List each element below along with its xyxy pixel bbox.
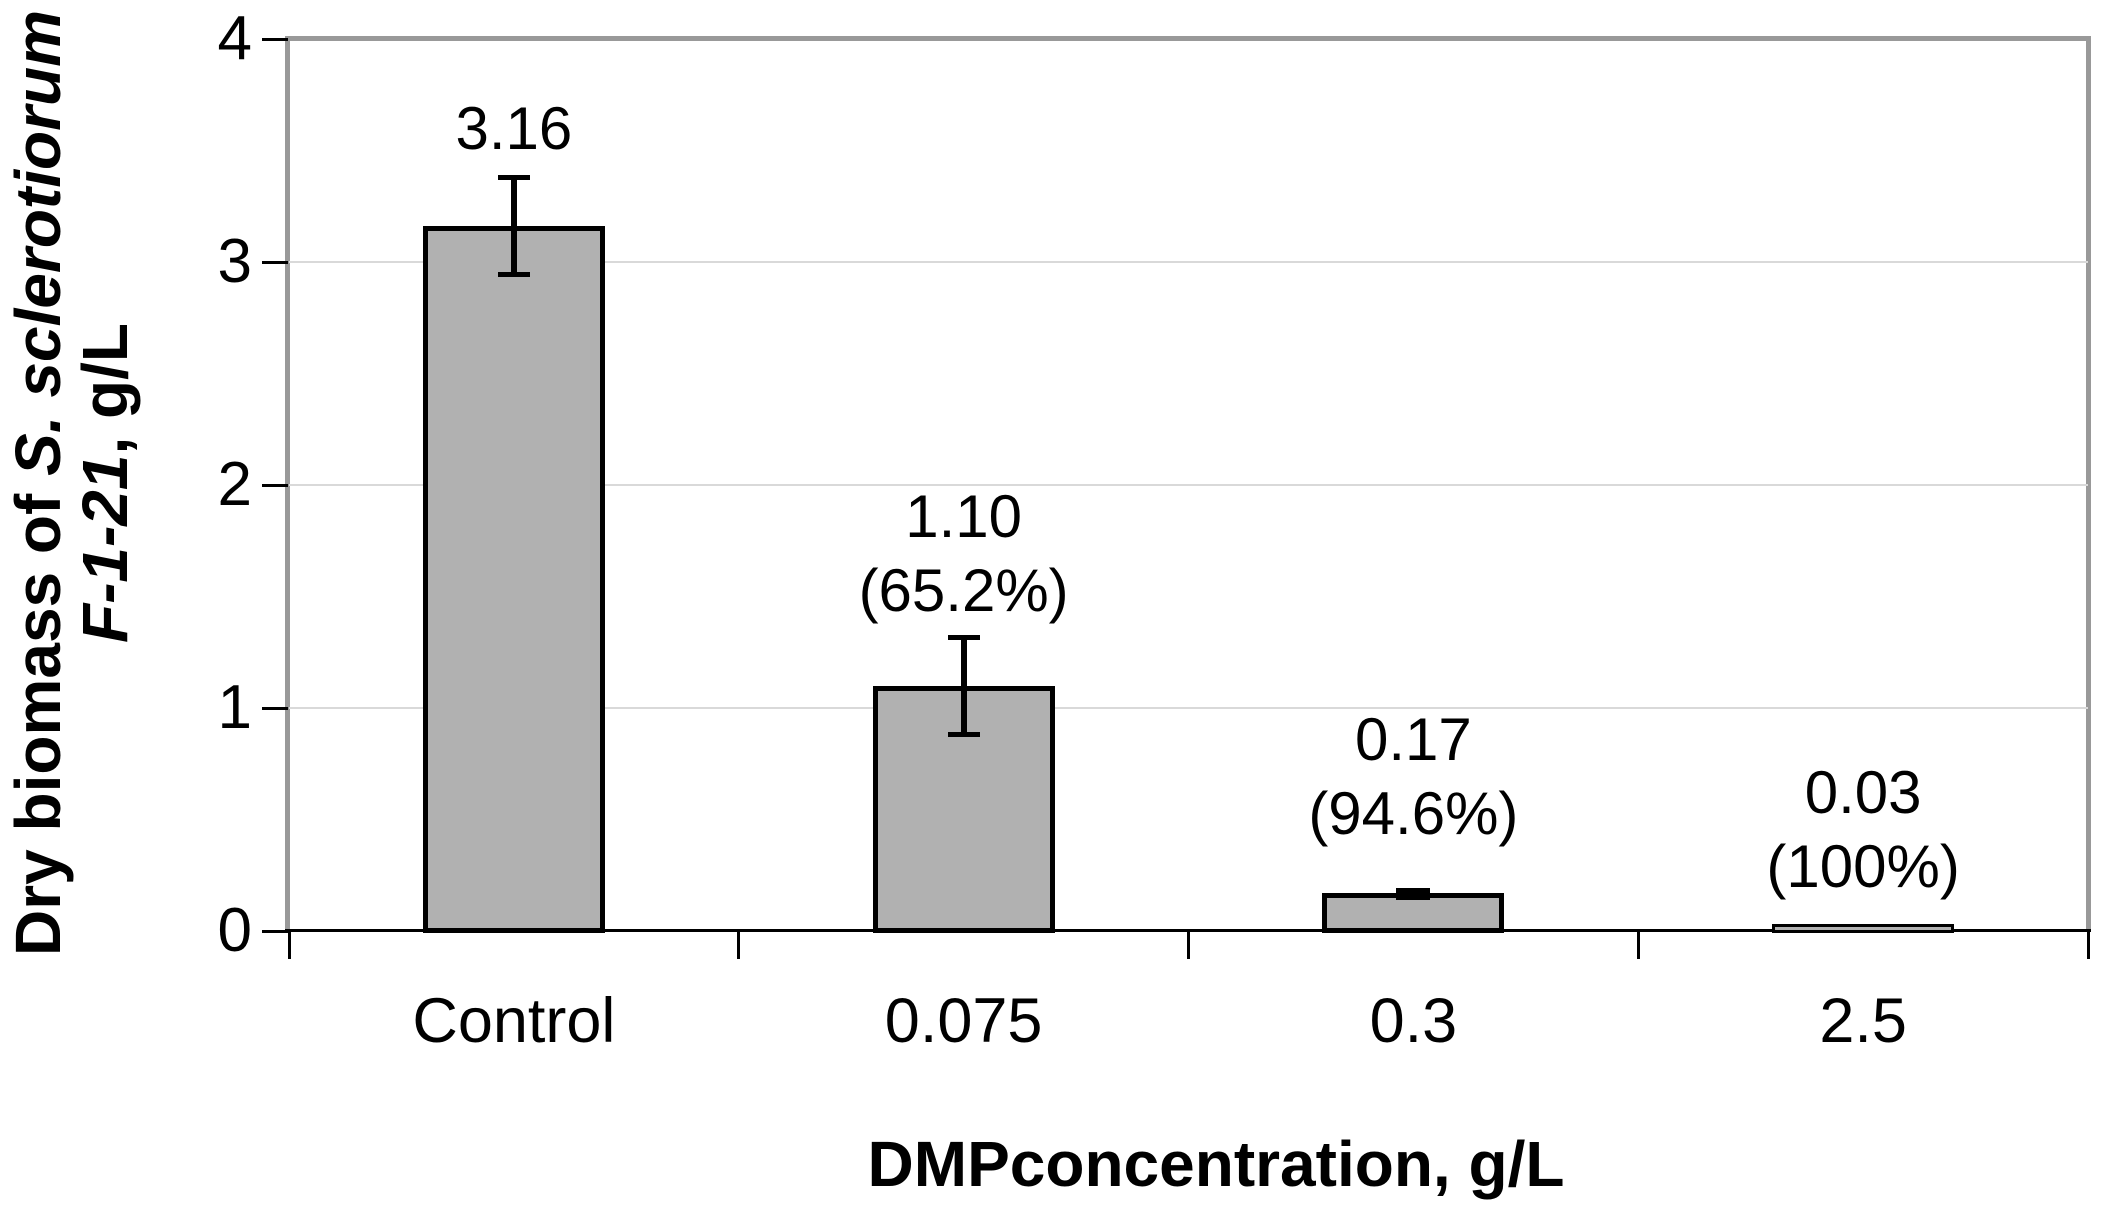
y-axis-title-line2-regular: , g/L — [69, 322, 141, 455]
y-axis-tick — [262, 483, 288, 487]
x-axis-line — [285, 929, 2091, 932]
y-axis-tick — [262, 260, 288, 264]
x-axis-tick — [1187, 932, 1190, 959]
bar — [1772, 924, 1955, 933]
bar-value-text: 0.03 — [1804, 759, 1922, 827]
error-bar-stem — [960, 636, 967, 735]
y-axis-tick-label: 0 — [217, 896, 252, 965]
error-bar-cap-bottom — [947, 731, 980, 737]
bar-value-text: 3.16 — [455, 95, 573, 163]
bar-value-text: 0.17 — [1354, 705, 1472, 773]
bar-value-label: 3.16 — [294, 92, 734, 166]
gridline — [289, 484, 2088, 486]
bar — [422, 226, 605, 933]
y-axis-tick-label: 3 — [217, 227, 252, 296]
bar-percent-text: (100%) — [1766, 833, 1960, 901]
y-axis-tick-label: 1 — [217, 673, 252, 742]
y-axis-tick — [262, 37, 288, 41]
y-axis-title-line1: Dry biomass of S. sclerotiorum — [2, 0, 74, 993]
x-axis-category-label: 0.075 — [884, 986, 1043, 1056]
x-axis-category-label: 2.5 — [1819, 986, 1907, 1056]
x-axis-tick — [287, 932, 291, 959]
y-axis-title-line1-italic: S. sclerotiorum — [2, 9, 74, 476]
error-bar-stem — [510, 177, 517, 276]
y-axis-tick-label: 4 — [217, 4, 252, 73]
x-axis-tick — [737, 932, 741, 959]
x-axis-title: DMPconcentration, g/L — [867, 1128, 1565, 1200]
bar-value-label: 1.10 (65.2%) — [744, 480, 1184, 628]
bar-value-label: 0.17 (94.6%) — [1193, 703, 1633, 851]
error-bar-cap-top — [497, 175, 530, 181]
gridline — [289, 261, 2088, 263]
x-axis-category-label: 0.3 — [1369, 986, 1458, 1056]
bar-percent-text: (94.6%) — [1308, 779, 1519, 847]
error-bar-cap-bottom — [497, 272, 530, 278]
bar-percent-text: (65.2%) — [858, 556, 1069, 624]
error-bar-marker — [1396, 887, 1431, 901]
x-axis-category-label: Control — [412, 986, 616, 1056]
plot-border-right — [2086, 36, 2091, 932]
y-axis-tick — [262, 929, 288, 933]
x-axis-tick — [2086, 932, 2090, 959]
bar-value-text: 1.10 — [905, 482, 1023, 550]
bar-value-label: 0.03 (100%) — [1643, 756, 2083, 904]
error-bar-cap-top — [947, 634, 980, 640]
gridline — [289, 707, 2088, 709]
y-axis-tick — [262, 706, 288, 710]
y-axis-title-line1-regular: Dry biomass of — [2, 475, 74, 957]
x-axis-tick — [1636, 932, 1640, 959]
y-axis-tick-label: 2 — [217, 450, 252, 519]
plot-border-top — [285, 36, 2091, 41]
